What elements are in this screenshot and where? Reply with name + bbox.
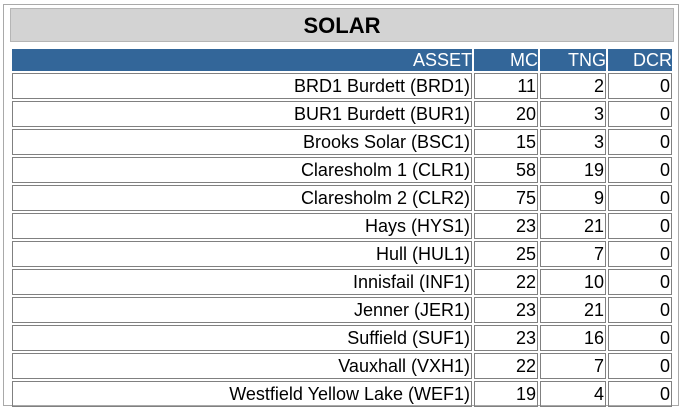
cell-dcr: 0 <box>608 157 672 183</box>
cell-dcr: 0 <box>608 185 672 211</box>
cell-dcr: 0 <box>608 325 672 351</box>
cell-tng: 7 <box>540 353 606 379</box>
cell-dcr: 0 <box>608 241 672 267</box>
cell-mc: 23 <box>474 325 538 351</box>
cell-tng: 2 <box>540 73 606 99</box>
table-row: Hull (HUL1) 25 7 0 <box>12 241 672 267</box>
cell-asset: Brooks Solar (BSC1) <box>12 129 472 155</box>
cell-tng: 3 <box>540 101 606 127</box>
column-header-asset: ASSET <box>12 49 472 71</box>
cell-asset: Jenner (JER1) <box>12 297 472 323</box>
table-row: Innisfail (INF1) 22 10 0 <box>12 269 672 295</box>
cell-asset: Vauxhall (VXH1) <box>12 353 472 379</box>
cell-tng: 7 <box>540 241 606 267</box>
cell-asset: Hull (HUL1) <box>12 241 472 267</box>
cell-mc: 58 <box>474 157 538 183</box>
cell-tng: 19 <box>540 157 606 183</box>
column-header-dcr: DCR <box>608 49 672 71</box>
cell-dcr: 0 <box>608 381 672 407</box>
table-row: Brooks Solar (BSC1) 15 3 0 <box>12 129 672 155</box>
cell-asset: Claresholm 1 (CLR1) <box>12 157 472 183</box>
table-row: Westfield Yellow Lake (WEF1) 19 4 0 <box>12 381 672 407</box>
table-header-row: ASSET MC TNG DCR <box>12 49 672 71</box>
cell-mc: 22 <box>474 269 538 295</box>
cell-dcr: 0 <box>608 297 672 323</box>
cell-tng: 16 <box>540 325 606 351</box>
table-row: Claresholm 2 (CLR2) 75 9 0 <box>12 185 672 211</box>
section-title: SOLAR <box>10 8 674 42</box>
cell-tng: 9 <box>540 185 606 211</box>
cell-dcr: 0 <box>608 353 672 379</box>
cell-mc: 20 <box>474 101 538 127</box>
cell-mc: 23 <box>474 213 538 239</box>
table-row: Hays (HYS1) 23 21 0 <box>12 213 672 239</box>
solar-panel: SOLAR ASSET MC TNG DCR BRD1 Burdett (BRD… <box>3 4 679 409</box>
cell-asset: BRD1 Burdett (BRD1) <box>12 73 472 99</box>
cell-mc: 22 <box>474 353 538 379</box>
table-row: BRD1 Burdett (BRD1) 11 2 0 <box>12 73 672 99</box>
cell-asset: Hays (HYS1) <box>12 213 472 239</box>
cell-dcr: 0 <box>608 73 672 99</box>
cell-tng: 21 <box>540 297 606 323</box>
cell-asset: Innisfail (INF1) <box>12 269 472 295</box>
cell-dcr: 0 <box>608 213 672 239</box>
cell-dcr: 0 <box>608 129 672 155</box>
column-header-mc: MC <box>474 49 538 71</box>
cell-tng: 4 <box>540 381 606 407</box>
cell-asset: Claresholm 2 (CLR2) <box>12 185 472 211</box>
cell-mc: 15 <box>474 129 538 155</box>
table-row: Claresholm 1 (CLR1) 58 19 0 <box>12 157 672 183</box>
cell-mc: 75 <box>474 185 538 211</box>
column-header-tng: TNG <box>540 49 606 71</box>
cell-mc: 23 <box>474 297 538 323</box>
cell-dcr: 0 <box>608 101 672 127</box>
cell-tng: 3 <box>540 129 606 155</box>
cell-asset: Suffield (SUF1) <box>12 325 472 351</box>
cell-tng: 21 <box>540 213 606 239</box>
cell-dcr: 0 <box>608 269 672 295</box>
cell-asset: BUR1 Burdett (BUR1) <box>12 101 472 127</box>
table-row: BUR1 Burdett (BUR1) 20 3 0 <box>12 101 672 127</box>
table-row: Suffield (SUF1) 23 16 0 <box>12 325 672 351</box>
table-row: Jenner (JER1) 23 21 0 <box>12 297 672 323</box>
cell-asset: Westfield Yellow Lake (WEF1) <box>12 381 472 407</box>
cell-mc: 25 <box>474 241 538 267</box>
cell-tng: 10 <box>540 269 606 295</box>
cell-mc: 19 <box>474 381 538 407</box>
table-row: Vauxhall (VXH1) 22 7 0 <box>12 353 672 379</box>
cell-mc: 11 <box>474 73 538 99</box>
solar-assets-table: ASSET MC TNG DCR BRD1 Burdett (BRD1) 11 … <box>10 47 674 409</box>
